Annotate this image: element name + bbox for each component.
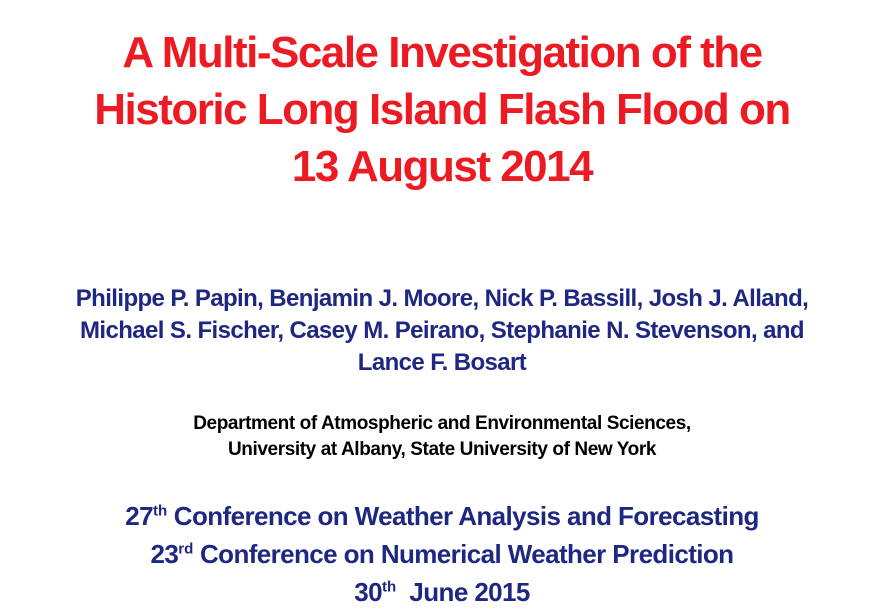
affiliation-line: University at Albany, State University o…: [227, 439, 657, 460]
conference-ordinal-suffix: rd: [178, 540, 194, 558]
authors-line: Michael S. Fischer, Casey M. Peirano, St…: [80, 317, 805, 344]
presentation-date: 30th June 2015: [0, 573, 884, 611]
authors-line: Philippe P. Papin, Benjamin J. Moore, Ni…: [75, 285, 809, 312]
conference-ordinal-suffix: th: [152, 502, 168, 520]
slide-title: A Multi-Scale Investigation of the Histo…: [0, 0, 884, 195]
conference-line: 27th Conference on Weather Analysis and …: [0, 497, 884, 535]
conference-line: 23rd Conference on Numerical Weather Pre…: [0, 535, 884, 573]
date-text: June 2015: [396, 577, 530, 607]
slide-title-line: 13 August 2014: [291, 142, 594, 191]
conference-ordinal-number: 23: [150, 539, 179, 569]
affiliation-line: Department of Atmospheric and Environmen…: [193, 413, 691, 434]
authors-line: Lance F. Bosart: [357, 349, 527, 376]
authors: Philippe P. Papin, Benjamin J. Moore, Ni…: [0, 283, 884, 379]
affiliation: Department of Atmospheric and Environmen…: [0, 411, 884, 463]
conference-ordinal-number: 27: [125, 501, 153, 531]
slide-title-line: Historic Long Island Flash Flood on: [94, 85, 791, 134]
slide-title-line: A Multi-Scale Investigation of the: [122, 28, 763, 77]
conference-line-text: Conference on Numerical Weather Predicti…: [193, 539, 734, 569]
conference-line-text: Conference on Weather Analysis and Forec…: [167, 501, 760, 531]
conference-info: 27th Conference on Weather Analysis and …: [0, 497, 884, 611]
date-ordinal-suffix: th: [381, 578, 397, 596]
date-day-number: 30: [354, 577, 382, 607]
